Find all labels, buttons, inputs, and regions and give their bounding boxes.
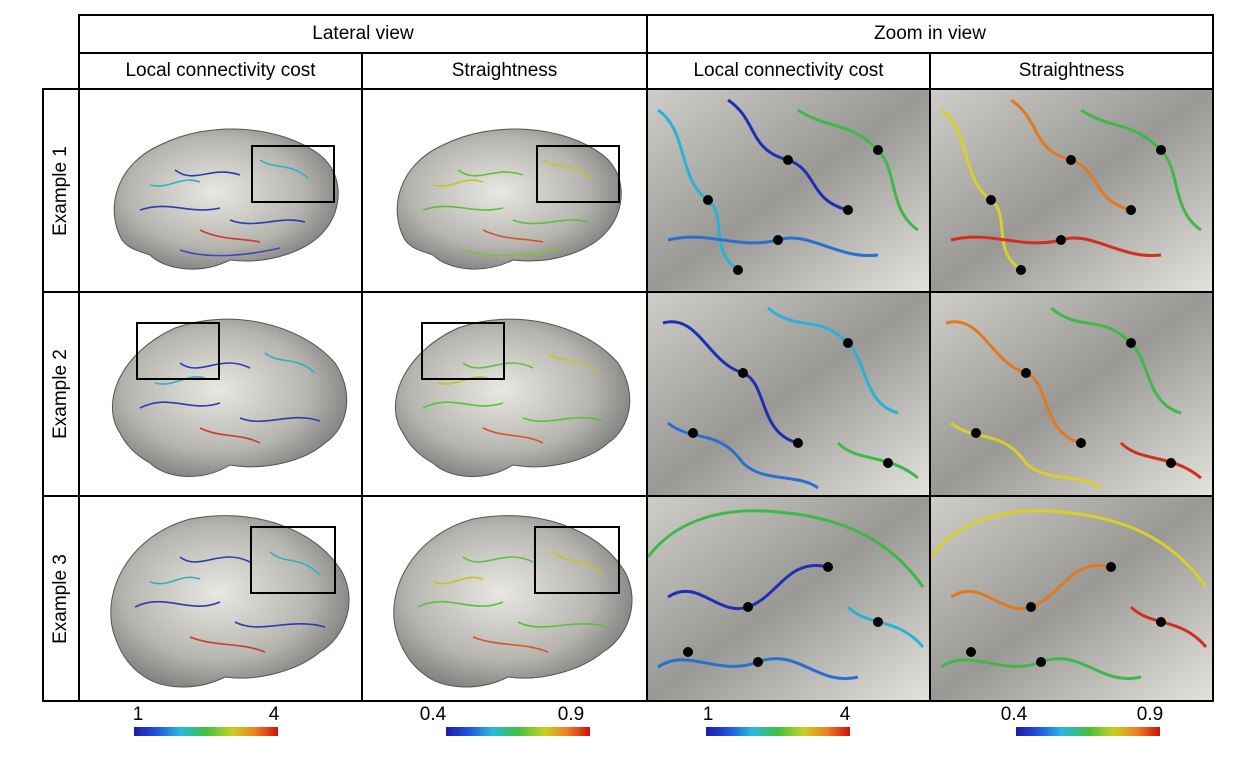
brain-lateral-cost-example-3 <box>80 497 361 700</box>
brain-surface-image <box>394 318 631 477</box>
zoom-cost-example-1 <box>648 90 929 291</box>
row-divider-1 <box>42 291 1214 293</box>
colorbar-4-gradient <box>1016 727 1160 736</box>
brain-lateral-cost-example-2 <box>80 293 361 495</box>
col-divider-3 <box>929 52 931 702</box>
zoom-region-box <box>536 145 620 203</box>
zoom-surface-image <box>648 497 929 700</box>
header-lateral-view: Lateral view <box>312 23 414 44</box>
zoom-straightness-example-1 <box>931 90 1212 291</box>
colorbar-1-max-label: 4 <box>268 704 280 725</box>
zoom-region-box <box>250 526 336 594</box>
colorbar-3-min-label: 1 <box>702 704 714 725</box>
zoom-surface-image <box>931 497 1212 700</box>
col-header-lateral-cost: Local connectivity cost <box>125 60 316 81</box>
zoom-cost-example-2 <box>648 293 929 495</box>
row-label-example-1: Example 1 <box>50 145 71 236</box>
table-left-border <box>78 14 80 702</box>
brain-lateral-straightness-example-2 <box>363 293 646 495</box>
brain-lateral-straightness-example-1 <box>363 90 646 291</box>
table-right-border <box>1212 14 1214 702</box>
colorbar-4-min-label: 0.4 <box>1000 704 1028 725</box>
zoom-region-box <box>251 145 335 203</box>
brain-surface-image <box>393 515 633 688</box>
zoom-surface-image <box>931 293 1212 495</box>
brain-surface-image <box>113 128 339 270</box>
header-bottom-border <box>42 88 1214 90</box>
zoom-surface-image <box>648 293 929 495</box>
colorbar-3-max-label: 4 <box>839 704 851 725</box>
colorbar-4-max-label: 0.9 <box>1136 704 1164 725</box>
col-divider-2 <box>646 14 648 702</box>
col-header-lateral-straightness: Straightness <box>451 60 558 81</box>
col-header-zoom-cost: Local connectivity cost <box>693 60 884 81</box>
row-label-example-3: Example 3 <box>50 553 71 644</box>
zoom-region-box <box>136 322 220 380</box>
zoom-surface-image <box>648 90 929 291</box>
zoom-straightness-example-2 <box>931 293 1212 495</box>
row-label-left-border <box>42 88 44 702</box>
zoom-cost-example-3 <box>648 497 929 700</box>
zoom-straightness-example-3 <box>931 497 1212 700</box>
colorbar-1-gradient <box>134 727 278 736</box>
brain-surface-image <box>396 128 622 270</box>
brain-surface-image <box>111 318 348 477</box>
col-divider-1 <box>361 52 363 702</box>
table-bottom-border <box>42 700 1214 702</box>
colorbar-3-gradient <box>706 727 850 736</box>
header-zoom-in-view: Zoom in view <box>874 23 986 44</box>
colorbar-1-min-label: 1 <box>132 704 144 725</box>
colorbar-2-min-label: 0.4 <box>419 704 447 725</box>
colorbar-2-max-label: 0.9 <box>557 704 585 725</box>
brain-lateral-cost-example-1 <box>80 90 361 291</box>
col-header-zoom-straightness: Straightness <box>1018 60 1125 81</box>
row-label-example-2: Example 2 <box>50 349 71 439</box>
row-divider-2 <box>42 495 1214 497</box>
zoom-surface-image <box>931 90 1212 291</box>
zoom-region-box <box>534 526 620 594</box>
brain-lateral-straightness-example-3 <box>363 497 646 700</box>
brain-surface-image <box>110 515 350 688</box>
colorbar-2-gradient <box>446 727 590 736</box>
zoom-region-box <box>421 322 505 380</box>
